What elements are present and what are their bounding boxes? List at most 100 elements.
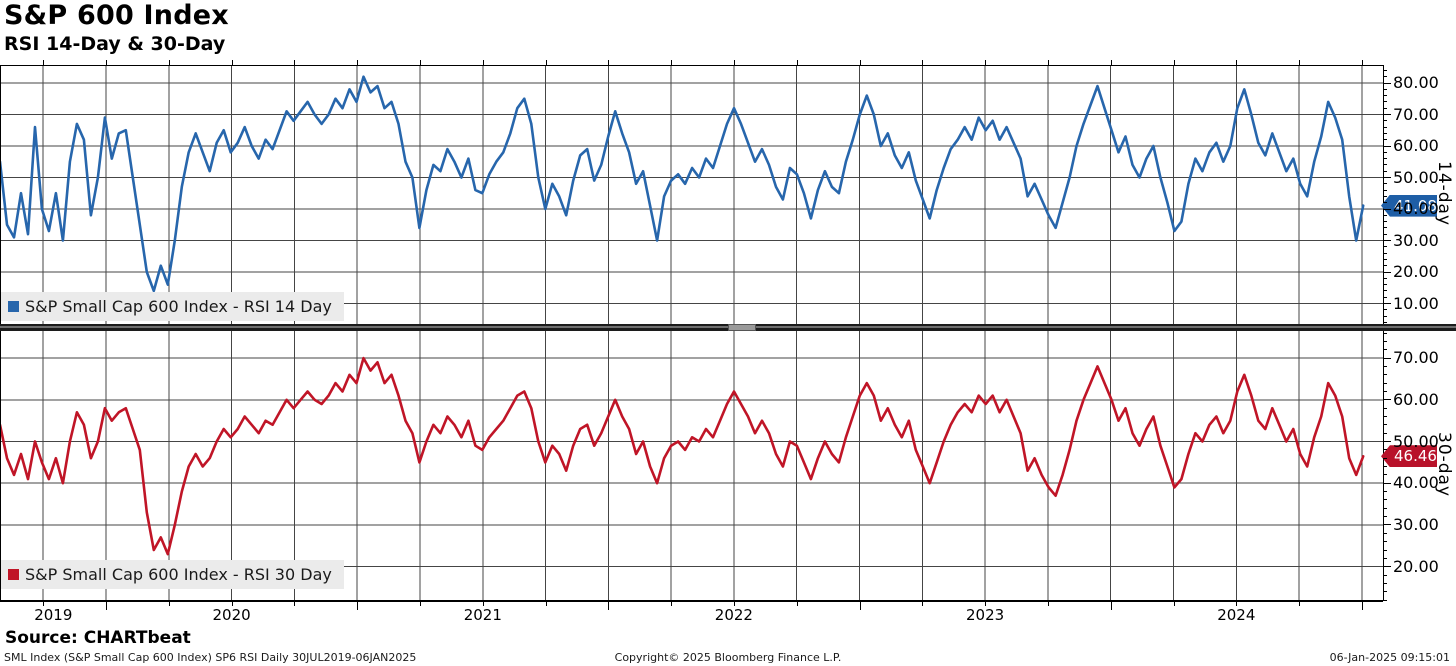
y-axis-minor-tick	[1383, 164, 1387, 166]
y-axis-minor-tick	[1383, 457, 1387, 459]
y-axis-minor-tick	[1383, 290, 1387, 292]
top-axis-tick	[985, 60, 987, 65]
y-axis-major-tick	[1383, 177, 1391, 178]
y-axis-major-tick	[1383, 357, 1391, 359]
y-axis-major-tick	[1383, 271, 1391, 273]
footer-meta-left: SML Index (S&P Small Cap 600 Index) SP6 …	[4, 651, 417, 664]
y-axis-tick-label: 30.00	[1393, 514, 1439, 534]
x-axis-year-tick	[608, 602, 610, 610]
x-axis-year-tick	[1361, 602, 1363, 610]
y-axis-tick-label: 70.00	[1393, 348, 1439, 368]
panel-separator-drag-handle[interactable]	[728, 324, 756, 331]
y-axis-major-tick	[1383, 482, 1391, 484]
x-axis-minor-tick	[43, 602, 45, 606]
y-axis-minor-tick	[1383, 265, 1387, 267]
footer-timestamp: 06-Jan-2025 09:15:01	[1329, 651, 1450, 664]
y-axis-minor-tick	[1383, 582, 1387, 584]
y-axis-tick-label: 50.00	[1393, 167, 1439, 187]
top-axis-tick	[1047, 60, 1049, 65]
y-axis-minor-tick	[1383, 365, 1387, 367]
top-axis-tick	[859, 60, 861, 65]
y-axis-tick-label: 70.00	[1393, 104, 1439, 124]
x-axis-year-label: 2020	[212, 606, 251, 624]
x-axis-minor-tick	[420, 602, 421, 606]
x-axis-year-tick	[357, 602, 359, 610]
last-value-tag-rsi-14: 41.08	[1381, 194, 1437, 217]
y-axis-minor-tick	[1383, 126, 1387, 128]
legend-rsi-14-day[interactable]: S&P Small Cap 600 Index - RSI 14 Day	[1, 292, 344, 321]
y-axis-minor-tick	[1383, 214, 1387, 216]
x-axis-minor-tick	[1047, 602, 1049, 606]
top-axis-tick	[608, 60, 610, 65]
y-axis-minor-tick	[1383, 374, 1387, 376]
y-axis-minor-tick	[1383, 516, 1387, 518]
x-axis-minor-tick	[168, 602, 170, 606]
x-axis-year-label: 2022	[714, 606, 753, 624]
x-axis-minor-tick	[231, 602, 233, 606]
y-axis-minor-tick	[1383, 76, 1387, 78]
y-axis-minor-tick	[1383, 332, 1387, 334]
top-axis-tick	[106, 60, 107, 65]
rsi-14-day-plot	[0, 65, 1383, 324]
footer-copyright: Copyright© 2025 Bloomberg Finance L.P.	[614, 651, 842, 664]
y-axis-tick-label: 60.00	[1393, 389, 1439, 409]
x-axis-year-label: 2023	[966, 606, 1005, 624]
y-axis-minor-tick	[1383, 549, 1387, 551]
top-axis-tick	[168, 60, 170, 65]
x-axis-minor-tick	[985, 602, 987, 606]
y-axis-tick-label: 30.00	[1393, 230, 1439, 250]
legend-rsi-30-day[interactable]: S&P Small Cap 600 Index - RSI 30 Day	[1, 560, 344, 589]
y-axis-minor-tick	[1383, 284, 1387, 286]
y-axis-minor-tick	[1383, 277, 1387, 279]
y-axis-minor-tick	[1383, 532, 1387, 534]
legend-label: S&P Small Cap 600 Index - RSI 14 Day	[25, 297, 332, 316]
top-axis-tick	[671, 60, 673, 65]
y-axis-minor-tick	[1383, 432, 1387, 434]
top-axis-tick	[1236, 60, 1238, 65]
y-axis-minor-tick	[1383, 574, 1387, 576]
top-axis-tick	[43, 60, 45, 65]
x-axis-minor-tick	[922, 602, 924, 606]
y-axis-major-tick	[1383, 208, 1391, 210]
top-axis-tick	[733, 60, 735, 65]
last-value-tag-rsi-30: 46.46	[1381, 445, 1437, 468]
bottom-axis-line	[0, 600, 1383, 602]
top-axis-tick	[1299, 60, 1301, 65]
x-axis-year-label: 2019	[34, 606, 73, 624]
x-axis-minor-tick	[1299, 602, 1301, 606]
y-axis-major-tick	[1383, 114, 1391, 115]
y-axis-tick-label: 40.00	[1393, 473, 1439, 493]
y-axis-minor-tick	[1383, 246, 1387, 248]
y-axis-tick-label: 50.00	[1393, 431, 1439, 451]
y-axis-major-tick	[1383, 399, 1391, 401]
legend-swatch-blue	[8, 301, 19, 312]
y-axis-minor-tick	[1383, 170, 1387, 172]
top-axis-tick	[420, 60, 421, 65]
y-axis-minor-tick	[1383, 107, 1387, 109]
y-axis-minor-tick	[1383, 189, 1387, 191]
top-axis-tick	[1361, 60, 1363, 65]
x-axis-minor-tick	[1173, 602, 1175, 606]
x-axis-year-label: 2024	[1217, 606, 1256, 624]
y-axis-major-tick	[1383, 240, 1391, 241]
y-axis-minor-tick	[1383, 557, 1387, 559]
y-axis-minor-tick	[1383, 221, 1387, 223]
y-axis-tick-label: 10.00	[1393, 293, 1439, 313]
top-axis-tick	[545, 60, 547, 65]
y-axis-major-tick	[1383, 524, 1391, 526]
y-axis-minor-tick	[1383, 466, 1387, 467]
y-axis-minor-tick	[1383, 407, 1387, 409]
x-axis-minor-tick	[1236, 602, 1238, 606]
y-axis-minor-tick	[1383, 158, 1387, 160]
plot-left-border	[0, 65, 1, 600]
top-axis-tick	[294, 60, 296, 65]
y-axis-minor-tick	[1383, 474, 1387, 476]
y-axis-minor-tick	[1383, 202, 1387, 204]
x-axis-minor-tick	[545, 602, 547, 606]
y-axis-minor-tick	[1383, 120, 1387, 122]
top-axis-tick	[922, 60, 924, 65]
y-axis-minor-tick	[1383, 233, 1387, 235]
top-axis-tick	[796, 60, 798, 65]
x-axis-year-tick	[106, 602, 107, 610]
